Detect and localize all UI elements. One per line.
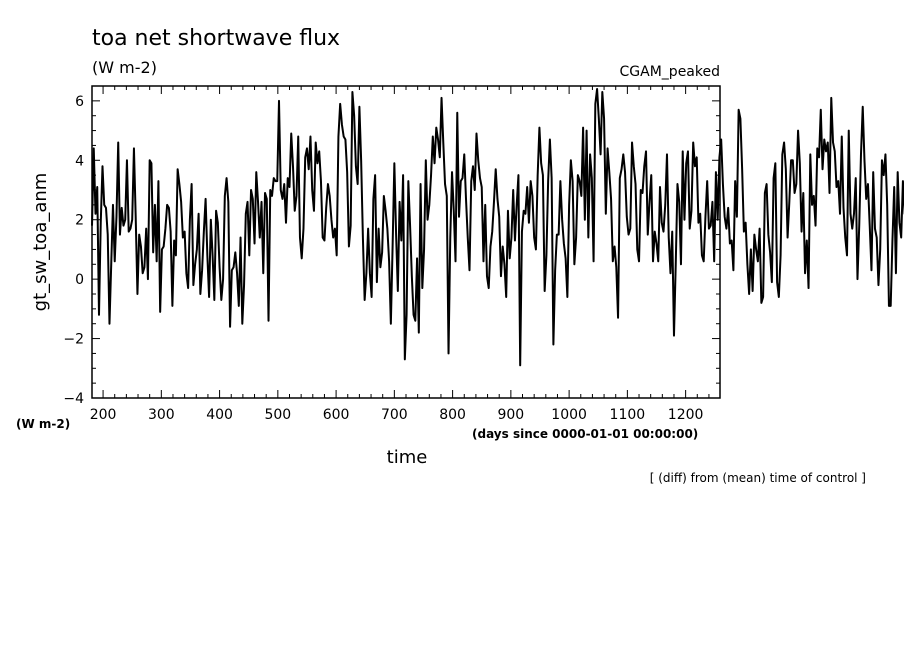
plot-frame: [91, 85, 721, 399]
footnote: [ (diff) from (mean) time of control ]: [650, 471, 866, 485]
x-tick-label: 800: [439, 407, 466, 423]
y-tick-label: 0: [75, 272, 84, 288]
x-tick-label: 600: [323, 407, 350, 423]
title-units: (W m-2): [92, 58, 157, 77]
case-label: CGAM_peaked: [620, 64, 720, 80]
x-axis-label: time: [387, 447, 428, 468]
x-tick-label: 1200: [668, 407, 704, 423]
x-axis: 200 300 400 500 600 700 800 900 1000 1100 1200: [90, 86, 710, 423]
x-axis-units: (days since 0000-01-01 00:00:00): [472, 427, 698, 441]
x-tick-label: 900: [497, 407, 524, 423]
x-tick-label: 300: [148, 407, 175, 423]
x-tick-label: 1100: [610, 407, 646, 423]
x-tick-label: 500: [264, 407, 291, 423]
y-tick-label: 4: [75, 153, 84, 169]
x-tick-label: 1000: [551, 407, 587, 423]
x-tick-label: 400: [206, 407, 233, 423]
x-tick-label: 700: [381, 407, 408, 423]
y-tick-label: −4: [63, 391, 84, 407]
chart-title: toa net shortwave flux: [92, 26, 340, 51]
series-line: [91, 87, 904, 367]
y-tick-label: 2: [75, 213, 84, 229]
x-tick-label: 200: [90, 407, 117, 423]
y-axis-label: gt_sw_toa_anm: [30, 173, 51, 312]
y-tick-label: −2: [63, 332, 84, 348]
y-axis: −4 −2 0 2 4 6: [63, 85, 720, 407]
y-tick-label: 6: [75, 94, 84, 110]
y-axis-units: (W m-2): [16, 417, 70, 431]
